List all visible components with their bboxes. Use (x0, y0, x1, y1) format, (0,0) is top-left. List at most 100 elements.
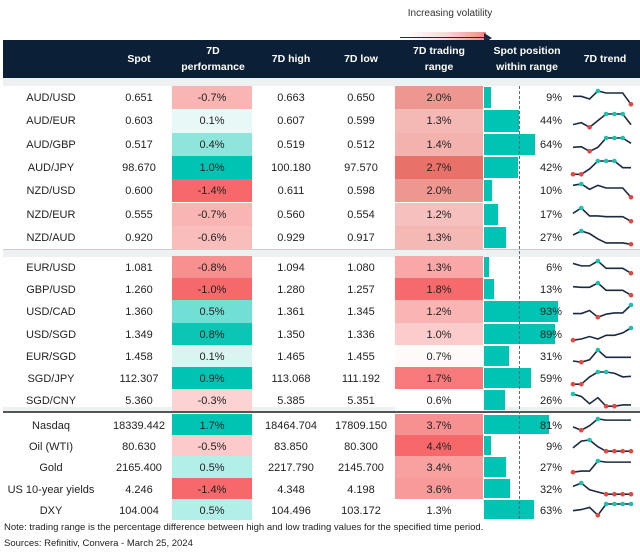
cell-high: 0.663 (277, 92, 305, 104)
cell-perf: 1.7% (172, 414, 252, 436)
cell-high: 18464.704 (265, 420, 317, 432)
cell-high: 4.348 (277, 483, 305, 496)
cell-range: 1.2% (395, 202, 483, 226)
cell-spot: 0.651 (125, 92, 153, 104)
trend-high-marker (620, 111, 626, 117)
position-bar (484, 110, 520, 132)
table-row: NZD/USD 0.600 -1.4% 0.611 0.598 2.0% 10% (3, 179, 640, 203)
cell-position: 32% (539, 483, 562, 496)
cell-spot: 18339.442 (113, 420, 165, 432)
trend-low-marker (628, 491, 634, 497)
cell-spot: 5.360 (125, 395, 153, 408)
table-row: GBP/USD 1.260 -1.0% 1.280 1.257 1.8% 13% (3, 278, 640, 301)
cell-perf: 0.5% (172, 300, 252, 323)
cell-perf: -1.0% (172, 278, 252, 301)
arrow-right-icon (400, 37, 486, 38)
trend-high-marker (595, 416, 601, 422)
trend-low-marker (612, 404, 617, 409)
arrow-head-icon (484, 33, 492, 43)
position-bar (484, 345, 509, 366)
cell-perf: 0.1% (172, 344, 252, 367)
cell-position: 63% (539, 504, 562, 517)
cell-spot: 4.246 (125, 483, 153, 496)
trend-high-marker (570, 391, 576, 397)
cell-low: 0.917 (347, 231, 375, 244)
cell-perf: 1.0% (172, 155, 252, 180)
cell-name: EUR/USD (26, 262, 76, 274)
cell-position: 26% (539, 395, 562, 408)
table-row: NZD/EUR 0.555 -0.7% 0.560 0.554 1.2% 17% (3, 202, 640, 226)
cell-spot: 0.517 (125, 138, 153, 151)
cell-low: 0.512 (347, 138, 375, 151)
cell-name: EUR/SGD (25, 350, 77, 363)
cell-spot: 1.360 (125, 306, 153, 319)
cell-name: DXY (39, 504, 63, 517)
trend-line (572, 460, 631, 474)
trend-high-marker (603, 135, 609, 140)
cell-position: 42% (539, 161, 562, 174)
group-spacer (3, 407, 640, 411)
table-row: Oil (WTI) 80.630 -0.5% 83.850 80.300 4.4% 9% (3, 435, 640, 457)
cell-high: 1.465 (277, 350, 305, 363)
position-bar (484, 257, 489, 278)
trend-low-marker (587, 148, 592, 154)
position-bar (484, 415, 549, 435)
cell-range: 0.6% (395, 389, 483, 412)
cell-low: 0.650 (347, 92, 375, 104)
trend-low-marker (628, 102, 634, 107)
trend-sparkline (572, 205, 634, 224)
header-position: Spot position within range (493, 45, 561, 73)
cell-low: 4.198 (347, 483, 375, 496)
cell-name: AUD/EUR (26, 115, 76, 128)
cell-high: 104.496 (271, 504, 311, 517)
trend-high-marker (628, 303, 634, 308)
trend-sparkline (572, 258, 634, 276)
trend-low-marker (628, 218, 634, 224)
cell-position: 27% (539, 231, 562, 244)
trend-high-marker (578, 228, 584, 234)
table-header: Spot 7D performance 7D high 7D low 7D tr… (3, 40, 640, 78)
trend-sparkline (570, 369, 632, 387)
cell-position: 59% (539, 373, 562, 385)
cell-position: 44% (539, 115, 562, 128)
table-row: EUR/USD 1.081 -0.8% 1.094 1.080 1.3% 6% (3, 256, 640, 279)
cell-range: 2.0% (395, 86, 483, 110)
trend-high-marker (595, 369, 601, 375)
trend-low-marker (570, 171, 576, 177)
cell-spot: 0.600 (125, 185, 153, 198)
cell-range: 1.2% (395, 300, 483, 323)
cell-name: NZD/AUD (26, 231, 76, 244)
footnote: Note: trading range is the percentage di… (4, 522, 484, 533)
cell-position: 9% (546, 441, 562, 454)
table-row: AUD/EUR 0.603 0.1% 0.607 0.599 1.3% 44% (3, 109, 640, 133)
cell-range: 3.6% (395, 477, 483, 499)
trend-low-marker (620, 449, 626, 454)
cell-position: 64% (539, 138, 562, 151)
cell-name: US 10-year yields (7, 483, 95, 496)
table-row: SGD/CNY 5.360 -0.3% 5.385 5.351 0.6% 26% (3, 389, 640, 412)
cell-perf: 0.4% (172, 132, 252, 156)
cell-position: 6% (546, 262, 562, 274)
cell-spot: 0.920 (125, 231, 153, 244)
cell-range: 1.3% (395, 498, 483, 520)
midpoint-line (519, 86, 520, 519)
trend-low-marker (603, 449, 609, 454)
cell-high: 0.519 (277, 138, 305, 151)
cell-range: 1.0% (395, 322, 483, 345)
trend-high-marker (612, 501, 617, 507)
position-bar (484, 156, 518, 179)
cell-spot: 0.555 (125, 208, 153, 221)
trend-line (572, 326, 632, 341)
trend-high-marker (578, 181, 584, 187)
trend-high-marker (628, 325, 634, 330)
volatility-legend-label: Increasing volatility (407, 8, 493, 19)
table-row: US 10-year yields 4.246 -1.4% 4.348 4.198 3.6… (3, 477, 640, 499)
cell-position: 89% (539, 328, 562, 341)
cell-perf: -0.3% (172, 389, 252, 412)
cell-high: 2217.790 (268, 462, 314, 475)
position-bar (484, 87, 492, 109)
trend-sparkline (572, 135, 632, 154)
cell-name: NZD/USD (26, 185, 76, 198)
header-low: 7D low (344, 53, 378, 65)
cell-position: 10% (539, 185, 562, 198)
